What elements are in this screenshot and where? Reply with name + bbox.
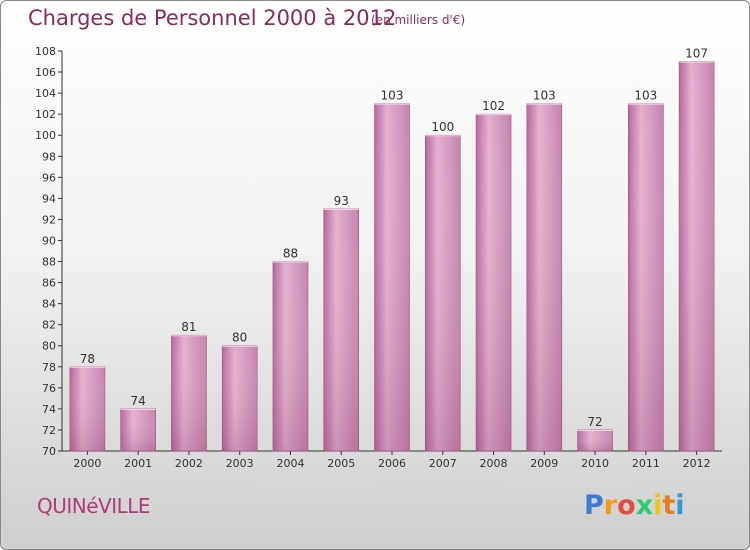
logo-letter: i	[675, 490, 685, 521]
data-label-2009: 103	[533, 89, 556, 103]
y-tick-label: 82	[42, 319, 56, 332]
x-tick-label-2002: 2002	[175, 457, 203, 470]
data-label-2010: 72	[587, 415, 602, 429]
data-label-2006: 103	[381, 89, 404, 103]
logo-letter: i	[653, 490, 663, 521]
x-tick-label-2001: 2001	[124, 457, 152, 470]
x-tick-label-2005: 2005	[327, 457, 355, 470]
y-tick-label: 88	[42, 256, 56, 269]
bar-shade-2003	[222, 345, 258, 451]
data-label-2007: 100	[431, 120, 454, 134]
x-tick-label-2007: 2007	[429, 457, 457, 470]
y-tick-label: 96	[42, 171, 56, 184]
bar-shade-2008	[476, 114, 512, 451]
bar-shade-2000	[69, 366, 105, 451]
y-tick-label: 102	[35, 108, 56, 121]
data-label-2005: 93	[334, 194, 349, 208]
x-tick-label-2003: 2003	[226, 457, 254, 470]
y-tick-label: 72	[42, 424, 56, 437]
logo-letter: t	[662, 490, 676, 521]
logo-letter: r	[603, 490, 618, 521]
y-tick-label: 92	[42, 213, 56, 226]
y-tick-label: 100	[35, 129, 56, 142]
proxiti-logo: Proxiti	[584, 490, 685, 521]
bar-shade-2011	[628, 103, 664, 451]
y-tick-label: 76	[42, 382, 56, 395]
bar-shade-2010	[577, 429, 613, 451]
x-tick-label-2006: 2006	[378, 457, 406, 470]
x-tick-label-2011: 2011	[632, 457, 660, 470]
y-tick-label: 90	[42, 234, 56, 247]
y-tick-label: 74	[42, 403, 56, 416]
logo-letter: P	[584, 490, 604, 521]
data-label-2000: 78	[80, 352, 95, 366]
y-tick-label: 80	[42, 340, 56, 353]
commune-name: QUINéVILLE	[37, 494, 151, 518]
data-label-2002: 81	[181, 320, 196, 334]
bar-shade-2009	[526, 103, 562, 451]
data-label-2004: 88	[283, 247, 298, 261]
y-tick-label: 78	[42, 361, 56, 374]
y-tick-label: 108	[35, 45, 56, 58]
y-tick-label: 86	[42, 277, 56, 290]
bar-shade-2004	[272, 261, 308, 451]
y-tick-label: 70	[42, 445, 56, 458]
data-label-2001: 74	[131, 394, 146, 408]
y-tick-label: 104	[35, 87, 56, 100]
x-tick-label-2010: 2010	[581, 457, 609, 470]
bar-shade-2005	[323, 208, 359, 451]
data-label-2012: 107	[685, 47, 708, 61]
y-tick-label: 84	[42, 298, 56, 311]
y-tick-label: 98	[42, 150, 56, 163]
data-label-2008: 102	[482, 99, 505, 113]
y-tick-label: 94	[42, 192, 56, 205]
bar-shade-2001	[120, 408, 156, 451]
x-tick-label-2009: 2009	[530, 457, 558, 470]
chart-title: Charges de Personnel 2000 à 2012	[28, 6, 397, 30]
bar-shade-2012	[679, 61, 715, 452]
bar-shade-2002	[171, 335, 207, 451]
x-tick-label-2004: 2004	[276, 457, 304, 470]
bar-shade-2007	[425, 135, 461, 452]
data-label-2011: 103	[634, 89, 657, 103]
y-tick-label: 106	[35, 66, 56, 79]
chart-subtitle: (en milliers d'€)	[371, 13, 466, 27]
x-tick-label-2008: 2008	[480, 457, 508, 470]
data-label-2003: 80	[232, 331, 247, 345]
logo-letter: o	[617, 490, 636, 521]
logo-letter: x	[635, 490, 654, 521]
x-tick-label-2012: 2012	[683, 457, 711, 470]
bar-shade-2006	[374, 103, 410, 451]
x-tick-label-2000: 2000	[73, 457, 101, 470]
